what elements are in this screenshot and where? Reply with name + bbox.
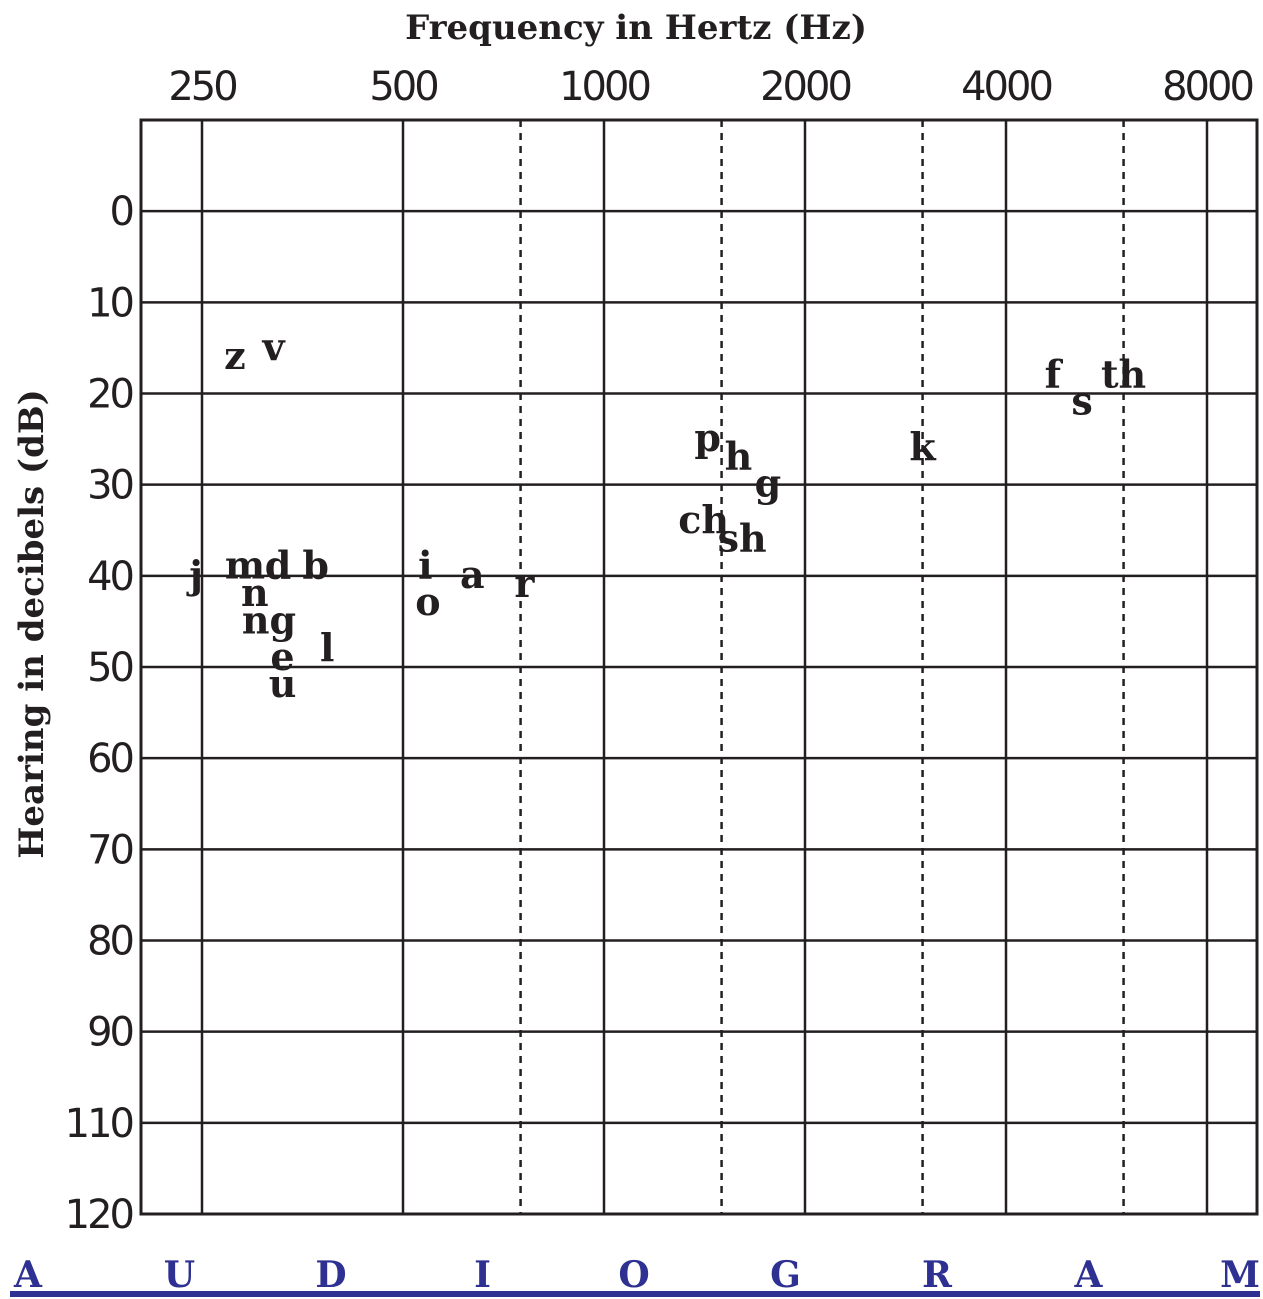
footer-letter: O	[618, 1254, 649, 1296]
x-axis-title: Frequency in Hertz (Hz)	[405, 8, 867, 48]
x-tick-label: 500	[369, 64, 437, 110]
phoneme-ch: ch	[678, 497, 729, 542]
y-tick-label: 30	[87, 463, 132, 509]
phoneme-r: r	[514, 561, 535, 606]
footer-letter: A	[1074, 1254, 1104, 1296]
phoneme-b: b	[302, 543, 329, 588]
phoneme-e: e	[270, 634, 294, 679]
phoneme-s: s	[1071, 379, 1092, 424]
y-tick-label: 90	[87, 1010, 132, 1056]
y-tick-label: 80	[87, 919, 132, 965]
phoneme-z: z	[224, 333, 246, 378]
phoneme-i: i	[418, 543, 432, 588]
phoneme-th: th	[1101, 351, 1146, 396]
y-tick-label: 60	[87, 736, 132, 782]
y-tick-label: 0	[110, 189, 133, 235]
phoneme-ng: ng	[242, 597, 296, 642]
x-tick-label: 250	[168, 64, 236, 110]
phoneme-p: p	[694, 415, 721, 460]
footer-rule	[10, 1291, 1260, 1297]
y-tick-label: 40	[87, 554, 132, 600]
y-tick-label: 70	[87, 827, 132, 873]
footer-letter: D	[315, 1254, 346, 1296]
phoneme-j: j	[186, 552, 203, 597]
phoneme-v: v	[262, 324, 287, 369]
y-tick-label: 120	[65, 1192, 133, 1238]
chart-grid	[139, 118, 1259, 1216]
footer-letter: G	[770, 1254, 801, 1296]
footer-letter: R	[922, 1254, 953, 1296]
phoneme-g: g	[755, 461, 782, 506]
y-tick-label: 50	[87, 645, 132, 691]
phoneme-o: o	[415, 579, 440, 624]
phoneme-f: f	[1045, 351, 1064, 396]
phoneme-a: a	[460, 552, 485, 597]
y-tick-label: 110	[65, 1101, 133, 1147]
y-tick-labels: 0 10 20 30 40 50 60 70 80 90 110 120	[65, 189, 136, 1238]
x-tick-label: 8000	[1162, 64, 1252, 110]
x-tick-label: 2000	[760, 64, 850, 110]
footer-letter: I	[474, 1254, 491, 1296]
y-tick-label: 10	[87, 280, 132, 326]
phoneme-u: u	[269, 661, 297, 706]
phoneme-l: l	[320, 625, 334, 670]
x-tick-label: 4000	[961, 64, 1051, 110]
footer-letter: M	[1220, 1254, 1260, 1296]
footer-letter: U	[164, 1254, 195, 1296]
y-axis-title: Hearing in decibels (dB)	[12, 389, 52, 858]
phoneme-m: m	[225, 543, 265, 588]
phoneme-k: k	[909, 424, 936, 469]
phoneme-h: h	[725, 433, 753, 478]
x-tick-label: 1000	[559, 64, 649, 110]
footer-letter: A	[13, 1254, 43, 1296]
phoneme-sh: sh	[718, 515, 767, 560]
x-tick-labels: 250 500 1000 2000 4000 8000	[168, 64, 1255, 110]
phoneme-n: n	[241, 570, 269, 615]
phoneme-d: d	[265, 543, 292, 588]
y-tick-label: 20	[87, 372, 132, 418]
